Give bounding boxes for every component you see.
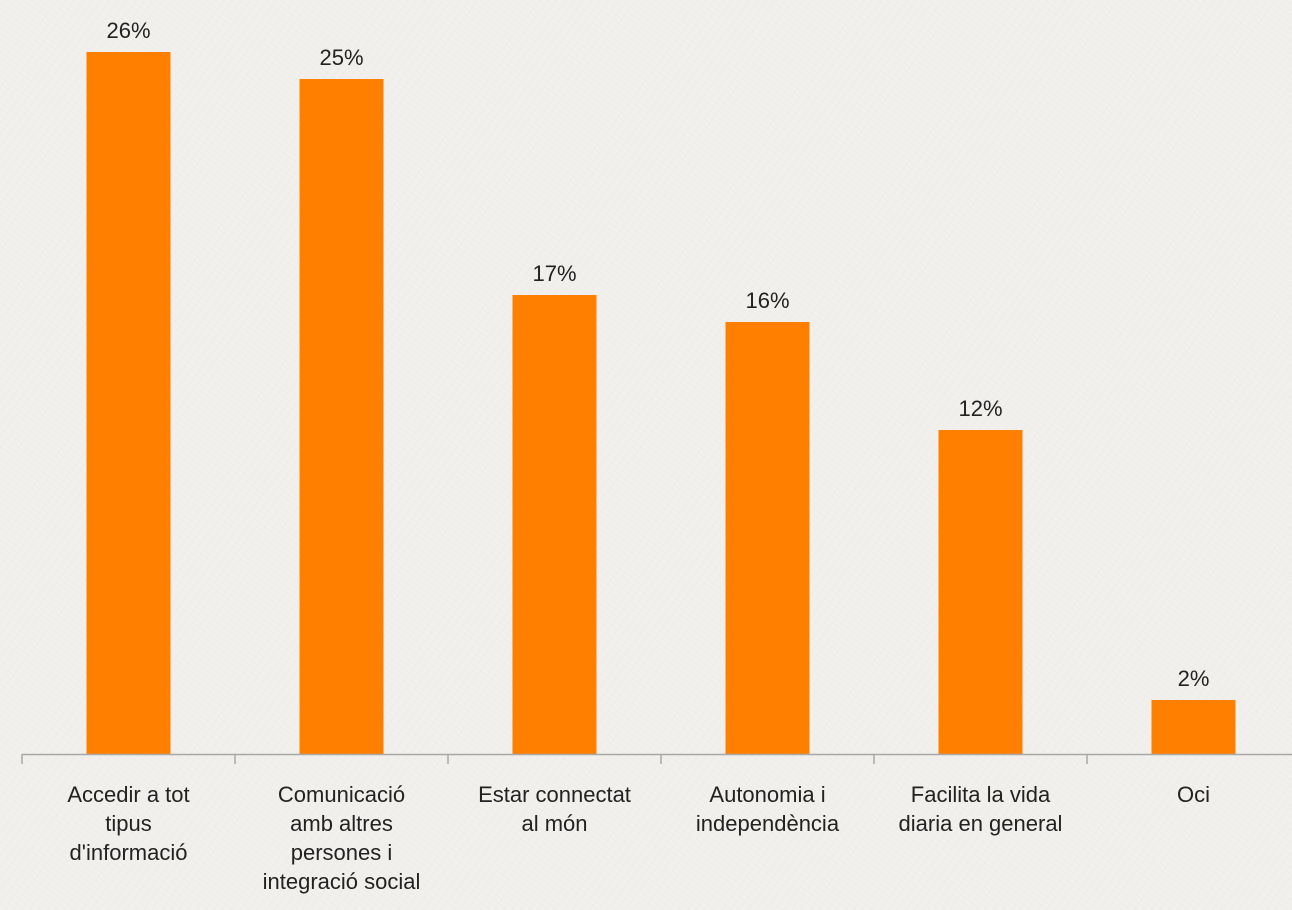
data-label-5: 2% [1178, 666, 1210, 691]
x-tick-label-3: Autonomia i independència [696, 782, 840, 836]
data-labels-layer: 26% 25% 17% 16% 12% 2% [106, 18, 1209, 691]
x-tick-label-line: Estar connectat [478, 782, 631, 807]
bar-4 [938, 430, 1023, 754]
x-tick-label-line: diaria en general [899, 811, 1063, 836]
x-tick-label-line: Oci [1177, 782, 1210, 807]
x-tick-label-5: Oci [1177, 782, 1210, 807]
x-tick-label-line: Accedir a tot [67, 782, 189, 807]
x-axis [21, 753, 1292, 764]
bar-3 [725, 322, 810, 754]
x-tick-label-line: Autonomia i [709, 782, 825, 807]
bars-layer [86, 52, 1236, 754]
bar-2 [512, 295, 597, 754]
bar-1 [299, 79, 384, 754]
x-tick-label-line: amb altres [290, 811, 393, 836]
x-tick-label-line: integració social [263, 869, 421, 894]
x-tick-label-4: Facilita la vida diaria en general [899, 782, 1063, 836]
x-tick-label-line: al món [521, 811, 587, 836]
data-label-0: 26% [106, 18, 150, 43]
data-label-2: 17% [532, 261, 576, 286]
data-label-3: 16% [745, 288, 789, 313]
x-tick-label-line: persones i [291, 840, 393, 865]
x-tick-label-1: Comunicació amb altres persones i integraci… [263, 782, 421, 894]
x-tick-label-line: Comunicació [278, 782, 405, 807]
x-tick-label-line: tipus [105, 811, 151, 836]
data-label-4: 12% [958, 396, 1002, 421]
x-tick-labels: Accedir a tot tipus d'informació Comunicaci… [67, 782, 1210, 894]
x-tick-label-line: Facilita la vida [911, 782, 1051, 807]
bar-0 [86, 52, 171, 754]
x-tick-label-0: Accedir a tot tipus d'informació [67, 782, 189, 865]
bar-5 [1151, 700, 1236, 754]
x-tick-label-2: Estar connectat al món [478, 782, 631, 836]
x-tick-label-line: independència [696, 811, 840, 836]
data-label-1: 25% [319, 45, 363, 70]
x-tick-label-line: d'informació [70, 840, 188, 865]
